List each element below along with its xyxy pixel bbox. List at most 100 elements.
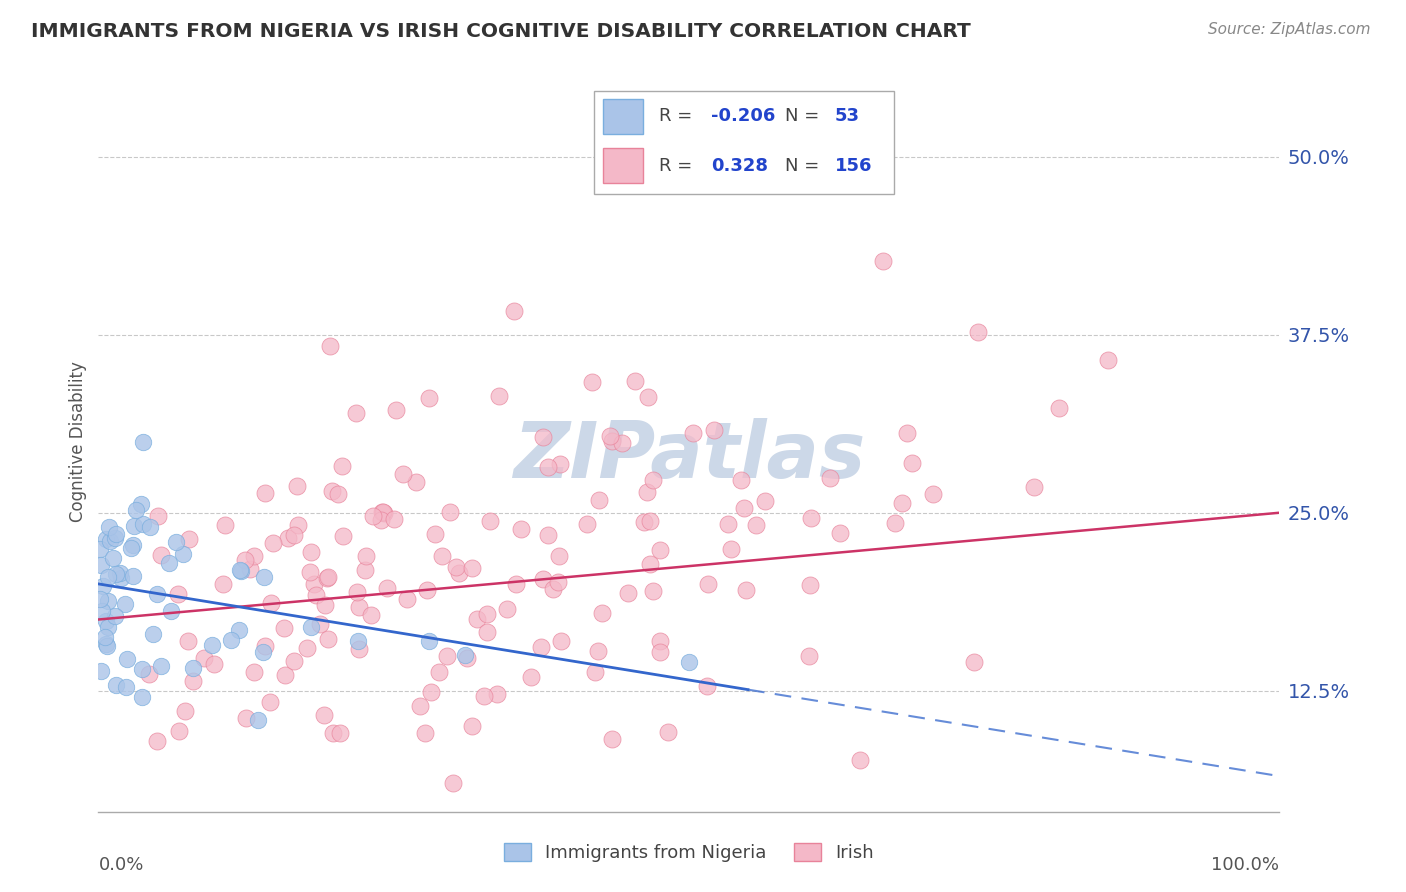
Point: [638, 557, 661, 571]
Point: [418, 391, 440, 405]
Point: [682, 426, 704, 441]
Point: [413, 726, 436, 740]
Point: [97, 520, 120, 534]
Point: [98, 534, 121, 549]
Point: [96, 532, 118, 546]
Point: [425, 526, 447, 541]
Point: [921, 486, 943, 500]
Legend: Immigrants from Nigeria, Irish: Immigrants from Nigeria, Irish: [496, 836, 882, 870]
Point: [436, 649, 458, 664]
Y-axis label: Cognitive Disability: Cognitive Disability: [69, 361, 87, 522]
Point: [145, 586, 167, 600]
Point: [373, 507, 395, 521]
Text: 53: 53: [835, 108, 860, 126]
Point: [849, 753, 872, 767]
Point: [309, 616, 332, 631]
Point: [396, 591, 419, 606]
Point: [97, 570, 120, 584]
Point: [375, 581, 398, 595]
Point: [509, 522, 531, 536]
Point: [418, 633, 440, 648]
Point: [581, 375, 603, 389]
Point: [330, 458, 353, 473]
Point: [505, 577, 527, 591]
Point: [94, 637, 117, 651]
Point: [108, 566, 131, 580]
Point: [97, 594, 120, 608]
Point: [884, 516, 907, 530]
FancyBboxPatch shape: [603, 99, 643, 134]
Text: 0.0%: 0.0%: [98, 856, 143, 874]
Point: [872, 253, 894, 268]
Point: [105, 567, 128, 582]
Point: [97, 620, 120, 634]
Point: [495, 602, 517, 616]
Point: [347, 642, 370, 657]
Point: [347, 633, 370, 648]
Point: [312, 708, 335, 723]
Point: [228, 623, 250, 637]
Point: [347, 600, 370, 615]
Point: [447, 566, 470, 580]
Point: [166, 535, 188, 549]
Point: [181, 674, 204, 689]
Point: [446, 559, 468, 574]
Point: [229, 563, 252, 577]
Point: [262, 536, 284, 550]
Point: [657, 724, 679, 739]
Point: [239, 561, 262, 575]
Point: [201, 638, 224, 652]
Point: [503, 304, 526, 318]
Point: [89, 592, 111, 607]
Point: [219, 632, 242, 647]
Point: [474, 689, 496, 703]
Point: [131, 690, 153, 704]
Point: [600, 732, 623, 747]
Point: [322, 726, 344, 740]
Point: [138, 666, 160, 681]
Point: [332, 529, 354, 543]
Point: [295, 641, 318, 656]
Point: [298, 565, 321, 579]
Point: [260, 596, 283, 610]
Point: [405, 475, 427, 489]
Point: [650, 543, 672, 558]
Point: [285, 479, 308, 493]
Point: [465, 612, 488, 626]
Point: [1097, 352, 1119, 367]
Point: [520, 670, 543, 684]
Point: [392, 467, 415, 482]
Point: [461, 719, 484, 733]
Point: [537, 459, 560, 474]
Point: [242, 665, 264, 679]
Point: [354, 549, 377, 563]
Point: [283, 654, 305, 668]
Point: [125, 503, 148, 517]
Point: [273, 668, 295, 682]
Point: [326, 487, 349, 501]
Point: [138, 520, 160, 534]
Point: [233, 552, 256, 566]
Point: [461, 560, 484, 574]
Point: [371, 505, 394, 519]
Point: [93, 630, 115, 644]
Point: [299, 544, 322, 558]
Point: [799, 510, 821, 524]
Point: [678, 655, 700, 669]
Point: [110, 571, 132, 585]
Point: [174, 704, 197, 718]
Point: [576, 516, 599, 531]
Text: R =: R =: [658, 157, 697, 175]
Point: [157, 557, 180, 571]
Point: [828, 525, 851, 540]
Point: [90, 558, 112, 572]
Point: [120, 541, 142, 555]
Point: [193, 650, 215, 665]
Point: [541, 582, 564, 596]
Point: [104, 531, 127, 545]
Point: [599, 429, 621, 443]
Point: [696, 679, 718, 693]
Point: [321, 484, 343, 499]
Point: [354, 563, 377, 577]
Point: [235, 711, 257, 725]
